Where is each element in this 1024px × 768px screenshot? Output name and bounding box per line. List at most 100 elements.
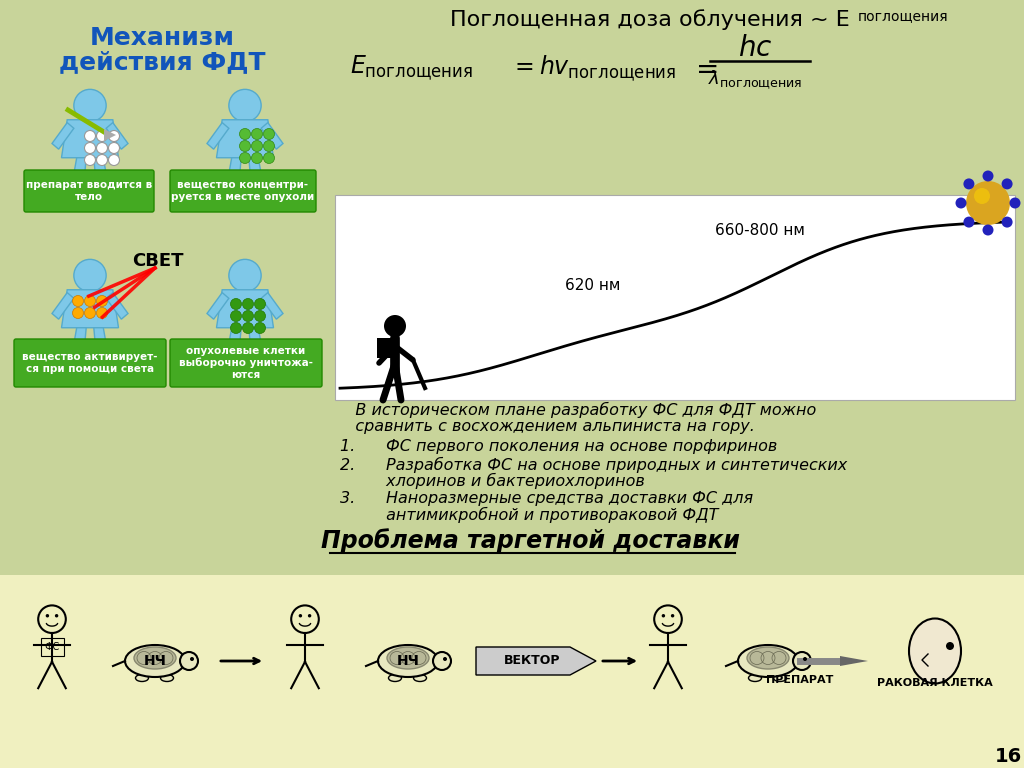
Circle shape bbox=[955, 197, 967, 208]
Text: ВЕКТОР: ВЕКТОР bbox=[504, 654, 560, 667]
Text: Механизм: Механизм bbox=[89, 26, 234, 50]
Ellipse shape bbox=[414, 674, 427, 681]
Circle shape bbox=[252, 128, 262, 140]
Circle shape bbox=[252, 141, 262, 151]
Bar bbox=[41, 637, 63, 656]
Circle shape bbox=[299, 614, 302, 617]
Bar bbox=[335, 195, 1015, 400]
Circle shape bbox=[85, 296, 95, 306]
Polygon shape bbox=[106, 293, 128, 319]
Polygon shape bbox=[216, 120, 273, 157]
Circle shape bbox=[228, 260, 261, 292]
Circle shape bbox=[433, 652, 451, 670]
Circle shape bbox=[803, 657, 807, 661]
Text: 3.      Наноразмерные средства доставки ФС для: 3. Наноразмерные средства доставки ФС дл… bbox=[340, 492, 753, 507]
Polygon shape bbox=[207, 293, 228, 319]
Circle shape bbox=[109, 154, 120, 165]
Circle shape bbox=[55, 614, 58, 617]
Polygon shape bbox=[104, 129, 116, 141]
Text: ПРЕПАРАТ: ПРЕПАРАТ bbox=[766, 675, 834, 685]
Polygon shape bbox=[249, 328, 266, 370]
Polygon shape bbox=[52, 123, 74, 149]
Circle shape bbox=[109, 131, 120, 141]
FancyBboxPatch shape bbox=[170, 170, 316, 212]
Text: хлоринов и бактериохлоринов: хлоринов и бактериохлоринов bbox=[340, 473, 645, 489]
Circle shape bbox=[74, 89, 106, 121]
Text: сравнить с восхождением альпиниста на гору.: сравнить с восхождением альпиниста на го… bbox=[340, 419, 755, 435]
Polygon shape bbox=[94, 328, 111, 370]
Circle shape bbox=[240, 128, 251, 140]
Text: 1.      ФС первого поколения на основе порфиринов: 1. ФС первого поколения на основе порфир… bbox=[340, 439, 777, 455]
Text: 16: 16 bbox=[994, 746, 1022, 766]
Ellipse shape bbox=[134, 647, 176, 669]
Text: $E_{\mathregular{поглощения}}$: $E_{\mathregular{поглощения}}$ bbox=[350, 54, 473, 82]
Circle shape bbox=[228, 89, 261, 121]
Text: антимикробной и противораковой ФДТ: антимикробной и противораковой ФДТ bbox=[340, 507, 719, 523]
Circle shape bbox=[255, 323, 265, 333]
Circle shape bbox=[96, 131, 108, 141]
Circle shape bbox=[662, 614, 666, 617]
Text: Поглощенная доза облучения ~ E: Поглощенная доза облучения ~ E bbox=[451, 9, 850, 31]
Circle shape bbox=[190, 657, 194, 661]
Circle shape bbox=[96, 143, 108, 154]
Text: 620 нм: 620 нм bbox=[565, 278, 621, 293]
Circle shape bbox=[255, 310, 265, 322]
Circle shape bbox=[671, 614, 675, 617]
FancyBboxPatch shape bbox=[170, 339, 322, 387]
Circle shape bbox=[230, 299, 242, 310]
Polygon shape bbox=[61, 290, 119, 328]
Ellipse shape bbox=[738, 645, 798, 677]
Circle shape bbox=[964, 217, 975, 227]
Ellipse shape bbox=[909, 618, 961, 684]
Text: препарат вводится в
тело: препарат вводится в тело bbox=[26, 180, 153, 202]
Ellipse shape bbox=[125, 645, 185, 677]
Ellipse shape bbox=[135, 674, 148, 681]
Circle shape bbox=[263, 153, 274, 164]
Circle shape bbox=[85, 143, 95, 154]
Text: $\lambda_{\mathregular{поглощения}}$: $\lambda_{\mathregular{поглощения}}$ bbox=[708, 69, 802, 91]
Polygon shape bbox=[261, 123, 283, 149]
Circle shape bbox=[443, 657, 447, 661]
Circle shape bbox=[85, 307, 95, 319]
Circle shape bbox=[109, 143, 120, 154]
Circle shape bbox=[230, 310, 242, 322]
Text: поглощения: поглощения bbox=[858, 9, 948, 23]
Circle shape bbox=[793, 652, 811, 670]
Circle shape bbox=[255, 299, 265, 310]
Circle shape bbox=[384, 315, 406, 337]
FancyBboxPatch shape bbox=[14, 339, 166, 387]
Text: НЧ: НЧ bbox=[143, 654, 167, 668]
Circle shape bbox=[96, 154, 108, 165]
Text: $= hv_{\mathregular{поглощения}}$: $= hv_{\mathregular{поглощения}}$ bbox=[510, 53, 676, 83]
Polygon shape bbox=[840, 656, 868, 666]
Circle shape bbox=[243, 310, 254, 322]
Text: СВЕТ: СВЕТ bbox=[132, 252, 183, 270]
Circle shape bbox=[240, 153, 251, 164]
Text: вещество концентри-
руется в месте опухоли: вещество концентри- руется в месте опухо… bbox=[171, 180, 314, 202]
Ellipse shape bbox=[378, 645, 438, 677]
Polygon shape bbox=[94, 157, 111, 200]
Polygon shape bbox=[224, 157, 242, 200]
Polygon shape bbox=[261, 293, 283, 319]
Bar bbox=[377, 338, 391, 358]
Text: РАКОВАЯ КЛЕТКА: РАКОВАЯ КЛЕТКА bbox=[878, 678, 993, 688]
Circle shape bbox=[73, 296, 84, 306]
FancyBboxPatch shape bbox=[24, 170, 154, 212]
Circle shape bbox=[252, 153, 262, 164]
Polygon shape bbox=[69, 328, 86, 370]
Ellipse shape bbox=[749, 674, 762, 681]
Circle shape bbox=[230, 323, 242, 333]
Polygon shape bbox=[106, 123, 128, 149]
Circle shape bbox=[180, 652, 198, 670]
Text: $hc$: $hc$ bbox=[737, 34, 772, 62]
Circle shape bbox=[73, 307, 84, 319]
Circle shape bbox=[1001, 178, 1013, 190]
Circle shape bbox=[982, 170, 993, 181]
Text: вещество активирует-
ся при помощи света: вещество активирует- ся при помощи света bbox=[23, 353, 158, 374]
Circle shape bbox=[96, 307, 108, 319]
Text: 660-800 нм: 660-800 нм bbox=[715, 223, 805, 238]
Circle shape bbox=[96, 296, 108, 306]
Text: опухолевые клетки
выборочно уничтожа-
ются: опухолевые клетки выборочно уничтожа- ют… bbox=[179, 346, 313, 380]
Polygon shape bbox=[69, 157, 86, 200]
Polygon shape bbox=[224, 328, 242, 370]
